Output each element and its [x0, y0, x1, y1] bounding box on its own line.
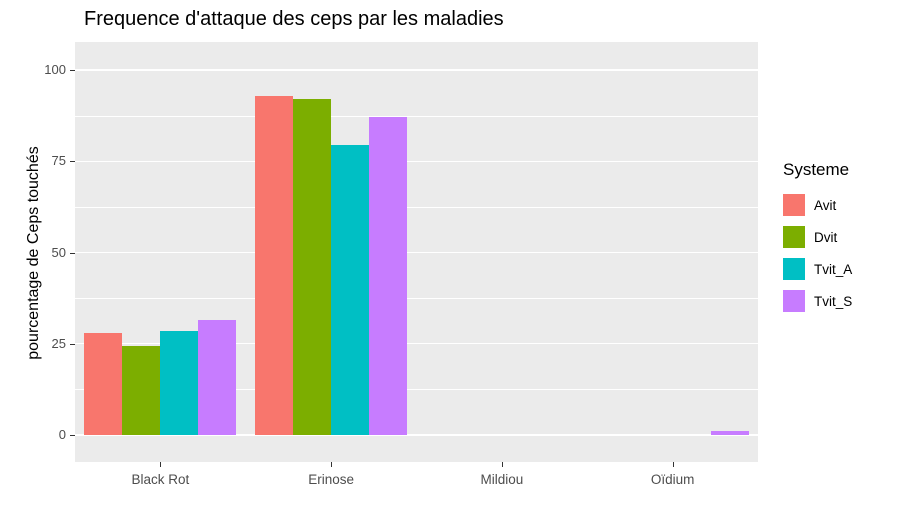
legend-key-swatch — [783, 290, 805, 312]
y-axis-tick-label: 50 — [51, 244, 66, 260]
gridline-major — [75, 251, 758, 254]
gridline-major — [75, 69, 758, 71]
y-axis-tick-label: 75 — [51, 153, 66, 169]
legend-item-label: Avit — [814, 197, 837, 213]
legend-item-label: Tvit_S — [814, 293, 853, 309]
gridline-minor — [75, 206, 758, 208]
bar-Dvit-Erinose — [293, 99, 332, 435]
legend-items: Avit Dvit Tvit_A Tvit_S — [783, 194, 895, 312]
y-axis-tick — [70, 435, 75, 436]
legend-item-Avit: Avit — [783, 194, 895, 216]
x-axis-category-label: Mildiou — [480, 472, 524, 487]
gridline-minor — [75, 298, 758, 299]
plot-panel — [75, 42, 758, 462]
y-axis-tick — [70, 70, 75, 71]
legend-item-Tvit_S: Tvit_S — [783, 290, 895, 312]
legend-key-swatch — [783, 258, 805, 280]
legend-key-swatch — [783, 226, 805, 248]
gridline-major — [75, 160, 758, 162]
y-axis-tick-label: 100 — [44, 62, 66, 77]
x-axis-tick — [331, 462, 333, 467]
legend-item-label: Tvit_A — [814, 261, 853, 277]
gridline-major — [75, 343, 758, 345]
bar-Tvit_A-Erinose — [331, 144, 370, 435]
y-axis-tick — [70, 252, 75, 254]
x-axis-tick — [501, 462, 503, 467]
legend-item-label: Dvit — [814, 229, 838, 245]
gridline-major — [75, 434, 758, 436]
legend-title: Systeme — [783, 160, 850, 179]
bar-Tvit_S-Black Rot — [198, 320, 237, 435]
x-axis-category-label: Black Rot — [131, 472, 190, 487]
gridline-minor — [75, 115, 758, 117]
bar-Tvit_A-Black Rot — [160, 330, 199, 435]
gridline-minor — [75, 389, 758, 391]
legend-key-swatch — [783, 194, 805, 216]
y-axis-tick — [70, 343, 75, 345]
x-axis-tick — [160, 462, 162, 467]
y-axis-tick-label: 25 — [51, 335, 66, 351]
bar-Tvit_S-Oïdium — [710, 430, 749, 435]
legend-item-Tvit_A: Tvit_A — [783, 258, 895, 280]
bar-Dvit-Black Rot — [122, 345, 161, 435]
chart-title: Frequence d'attaque des ceps par les mal… — [84, 8, 504, 30]
y-axis-tick-label: 0 — [58, 427, 66, 442]
legend: Systeme Avit Dvit Tvit_A Tvit_S — [783, 160, 895, 322]
x-axis-category-label: Oïdium — [650, 472, 695, 487]
x-axis-category-label: Erinose — [308, 472, 355, 487]
bar-Avit-Erinose — [255, 95, 294, 435]
legend-item-Dvit: Dvit — [783, 226, 895, 248]
x-axis-tick — [672, 462, 674, 467]
y-axis-tick — [70, 161, 75, 163]
bar-Avit-Black Rot — [84, 332, 123, 435]
bar-Tvit_S-Erinose — [369, 117, 408, 435]
